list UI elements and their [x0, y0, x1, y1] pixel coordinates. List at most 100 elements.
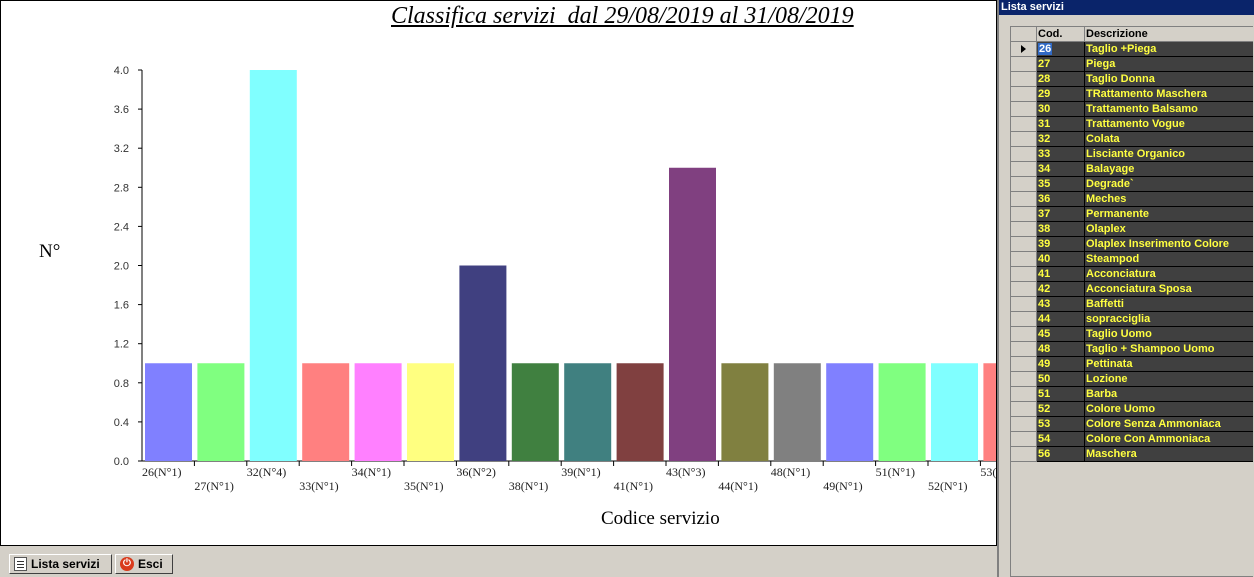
- cell-cod[interactable]: 53: [1037, 417, 1085, 432]
- table-row[interactable]: 53 Colore Senza Ammoniaca: [1011, 417, 1253, 432]
- cell-cod[interactable]: 30: [1037, 102, 1085, 117]
- cell-descrizione[interactable]: Maschera: [1085, 447, 1253, 462]
- bar-26[interactable]: [145, 363, 192, 461]
- cell-cod[interactable]: 38: [1037, 222, 1085, 237]
- cell-cod[interactable]: 36: [1037, 192, 1085, 207]
- cell-cod[interactable]: 50: [1037, 372, 1085, 387]
- cell-descrizione[interactable]: Taglio + Shampoo Uomo: [1085, 342, 1253, 357]
- row-indicator[interactable]: [1011, 57, 1037, 72]
- cell-descrizione[interactable]: Baffetti: [1085, 297, 1253, 312]
- row-indicator[interactable]: [1011, 177, 1037, 192]
- bar-41[interactable]: [616, 363, 664, 461]
- table-row[interactable]: 28 Taglio Donna: [1011, 72, 1253, 87]
- row-indicator[interactable]: [1011, 147, 1037, 162]
- cell-cod[interactable]: 43: [1037, 297, 1085, 312]
- cell-cod[interactable]: 49: [1037, 357, 1085, 372]
- row-indicator[interactable]: [1011, 192, 1037, 207]
- row-indicator[interactable]: [1011, 162, 1037, 177]
- row-indicator[interactable]: [1011, 282, 1037, 297]
- table-row[interactable]: 48 Taglio + Shampoo Uomo: [1011, 342, 1253, 357]
- cell-descrizione[interactable]: Trattamento Balsamo: [1085, 102, 1253, 117]
- cell-descrizione[interactable]: Lozione: [1085, 372, 1253, 387]
- row-indicator[interactable]: [1011, 102, 1037, 117]
- cell-descrizione[interactable]: Taglio +Piega: [1085, 42, 1253, 57]
- row-indicator[interactable]: [1011, 87, 1037, 102]
- table-row[interactable]: 38 Olaplex: [1011, 222, 1253, 237]
- bar-52[interactable]: [931, 363, 978, 461]
- table-row[interactable]: 37 Permanente: [1011, 207, 1253, 222]
- bar-35[interactable]: [407, 363, 454, 461]
- cell-descrizione[interactable]: Colore Senza Ammoniaca: [1085, 417, 1253, 432]
- cell-descrizione[interactable]: Permanente: [1085, 207, 1253, 222]
- esci-button[interactable]: ⏻ Esci: [115, 554, 173, 574]
- cell-descrizione[interactable]: Colore Uomo: [1085, 402, 1253, 417]
- bar-53[interactable]: [983, 363, 997, 461]
- cell-cod[interactable]: 27: [1037, 57, 1085, 72]
- bar-38[interactable]: [511, 363, 559, 461]
- table-row[interactable]: 54 Colore Con Ammoniaca: [1011, 432, 1253, 447]
- cell-cod[interactable]: 37: [1037, 207, 1085, 222]
- row-indicator[interactable]: [1011, 42, 1037, 57]
- cell-descrizione[interactable]: TRattamento Maschera: [1085, 87, 1253, 102]
- cell-cod[interactable]: 45: [1037, 327, 1085, 342]
- table-row[interactable]: 49 Pettinata: [1011, 357, 1253, 372]
- lista-servizi-button[interactable]: Lista servizi: [9, 554, 112, 574]
- table-row[interactable]: 40 Steampod: [1011, 252, 1253, 267]
- row-indicator[interactable]: [1011, 132, 1037, 147]
- cell-cod[interactable]: 26: [1037, 42, 1085, 57]
- row-indicator[interactable]: [1011, 372, 1037, 387]
- row-indicator[interactable]: [1011, 327, 1037, 342]
- cell-descrizione[interactable]: Taglio Donna: [1085, 72, 1253, 87]
- table-row[interactable]: 56 Maschera: [1011, 447, 1253, 462]
- cell-cod[interactable]: 29: [1037, 87, 1085, 102]
- row-indicator[interactable]: [1011, 252, 1037, 267]
- cell-cod[interactable]: 31: [1037, 117, 1085, 132]
- row-indicator[interactable]: [1011, 417, 1037, 432]
- table-row[interactable]: 30 Trattamento Balsamo: [1011, 102, 1253, 117]
- table-row[interactable]: 45 Taglio Uomo: [1011, 327, 1253, 342]
- cell-cod[interactable]: 39: [1037, 237, 1085, 252]
- cell-descrizione[interactable]: Olaplex Inserimento Colore: [1085, 237, 1253, 252]
- row-indicator[interactable]: [1011, 402, 1037, 417]
- cell-cod[interactable]: 33: [1037, 147, 1085, 162]
- bar-27[interactable]: [197, 363, 245, 461]
- cell-descrizione[interactable]: Taglio Uomo: [1085, 327, 1253, 342]
- row-indicator[interactable]: [1011, 447, 1037, 462]
- cell-descrizione[interactable]: Degrade`: [1085, 177, 1253, 192]
- row-indicator[interactable]: [1011, 267, 1037, 282]
- cell-cod[interactable]: 48: [1037, 342, 1085, 357]
- cell-descrizione[interactable]: Trattamento Vogue: [1085, 117, 1253, 132]
- cell-cod[interactable]: 56: [1037, 447, 1085, 462]
- cell-descrizione[interactable]: Balayage: [1085, 162, 1253, 177]
- bar-34[interactable]: [354, 363, 402, 461]
- table-row[interactable]: 39 Olaplex Inserimento Colore: [1011, 237, 1253, 252]
- bar-49[interactable]: [826, 363, 874, 461]
- row-indicator[interactable]: [1011, 237, 1037, 252]
- row-indicator[interactable]: [1011, 357, 1037, 372]
- bar-33[interactable]: [302, 363, 350, 461]
- table-row[interactable]: 32 Colata: [1011, 132, 1253, 147]
- cell-cod[interactable]: 51: [1037, 387, 1085, 402]
- table-row[interactable]: 51 Barba: [1011, 387, 1253, 402]
- table-row[interactable]: 27 Piega: [1011, 57, 1253, 72]
- table-row[interactable]: 44 sopracciglia: [1011, 312, 1253, 327]
- cell-descrizione[interactable]: Acconciatura Sposa: [1085, 282, 1253, 297]
- table-row[interactable]: 43 Baffetti: [1011, 297, 1253, 312]
- cell-descrizione[interactable]: Colore Con Ammoniaca: [1085, 432, 1253, 447]
- row-indicator[interactable]: [1011, 222, 1037, 237]
- table-row[interactable]: 29 TRattamento Maschera: [1011, 87, 1253, 102]
- table-row[interactable]: 34 Balayage: [1011, 162, 1253, 177]
- cell-cod[interactable]: 44: [1037, 312, 1085, 327]
- table-row[interactable]: 36 Meches: [1011, 192, 1253, 207]
- table-row[interactable]: 41 Acconciatura: [1011, 267, 1253, 282]
- cell-cod[interactable]: 40: [1037, 252, 1085, 267]
- row-indicator[interactable]: [1011, 312, 1037, 327]
- bar-51[interactable]: [878, 363, 926, 461]
- cell-cod[interactable]: 52: [1037, 402, 1085, 417]
- table-row[interactable]: 50 Lozione: [1011, 372, 1253, 387]
- cell-cod[interactable]: 35: [1037, 177, 1085, 192]
- cell-descrizione[interactable]: sopracciglia: [1085, 312, 1253, 327]
- bar-48[interactable]: [773, 363, 821, 461]
- cell-descrizione[interactable]: Piega: [1085, 57, 1253, 72]
- column-header-descrizione[interactable]: Descrizione: [1085, 27, 1253, 42]
